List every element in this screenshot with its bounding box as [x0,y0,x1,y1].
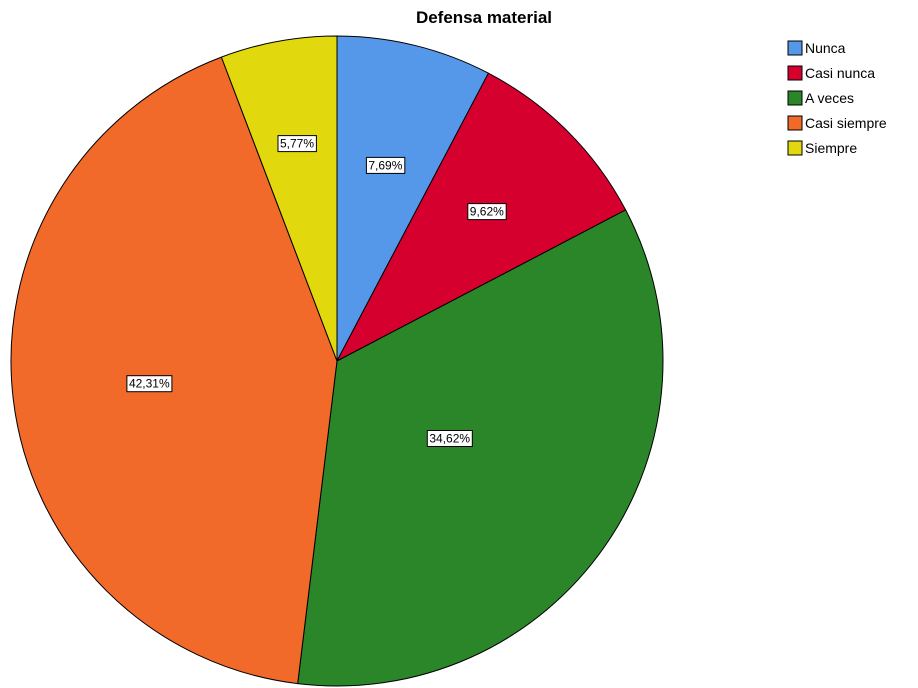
slice-label-box [467,203,507,221]
legend-swatch [787,115,803,131]
legend-item-siempre: Siempre [787,140,857,156]
slice-label-value: 34,62% [429,432,470,446]
pie-slice-a-veces [297,209,664,687]
slice-label-value: 42,31% [129,377,170,391]
slice-label-value: 9,62% [470,205,504,219]
pie-slices [10,35,664,687]
legend-swatch [787,40,803,56]
legend-item-nunca: Nunca [787,40,846,56]
slice-label-casi-nunca: 9,62% [467,203,507,221]
slice-label-a-veces: 34,62% [426,430,473,447]
legend-label: Casi siempre [805,115,887,131]
pie-slice-casi-siempre [10,56,338,685]
legend: Nunca Casi nunca A veces Casi siempre Siempr… [787,40,887,156]
legend-label: Siempre [805,140,857,156]
legend-item-casi-nunca: Casi nunca [787,65,875,81]
legend-item-a-veces: A veces [787,90,854,106]
legend-item-casi-siempre: Casi siempre [787,115,887,131]
slice-label-casi-siempre: 42,31% [126,375,173,393]
legend-label: A veces [805,90,854,106]
slice-label-siempre: 5,77% [277,135,317,153]
slice-label-nunca: 7,69% [365,156,406,174]
slice-label-box [426,430,473,447]
legend-swatch [787,65,803,81]
chart-title: Defensa material [416,8,552,27]
slice-label-value: 7,69% [368,158,402,172]
legend-swatch [787,90,803,106]
slice-label-value: 5,77% [280,137,314,151]
slice-label-box [277,135,317,153]
legend-swatch [787,140,803,156]
legend-label: Nunca [805,40,846,56]
slice-label-box [365,156,406,174]
slice-label-box [126,375,173,393]
slice-labels: 7,69% 9,62% 34,62% 42,31% 5,77% [126,135,507,447]
legend-label: Casi nunca [805,65,875,81]
pie-slice-nunca [336,35,489,362]
pie-slice-siempre [220,35,338,362]
